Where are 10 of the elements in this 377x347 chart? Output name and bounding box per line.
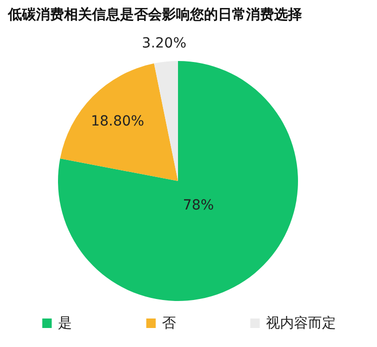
- chart-title: 低碳消费相关信息是否会影响您的日常消费选择: [7, 6, 302, 23]
- data-label: 78%: [182, 198, 214, 214]
- data-label: 18.80%: [90, 113, 144, 130]
- pie-slice: [60, 63, 178, 181]
- pie-slice: [58, 61, 298, 301]
- data-label: 3.20%: [142, 36, 186, 52]
- legend-label: 视内容而定: [266, 315, 336, 332]
- pie-slice: [154, 61, 178, 181]
- legend-label: 否: [162, 315, 176, 332]
- legend-label: 是: [58, 315, 72, 332]
